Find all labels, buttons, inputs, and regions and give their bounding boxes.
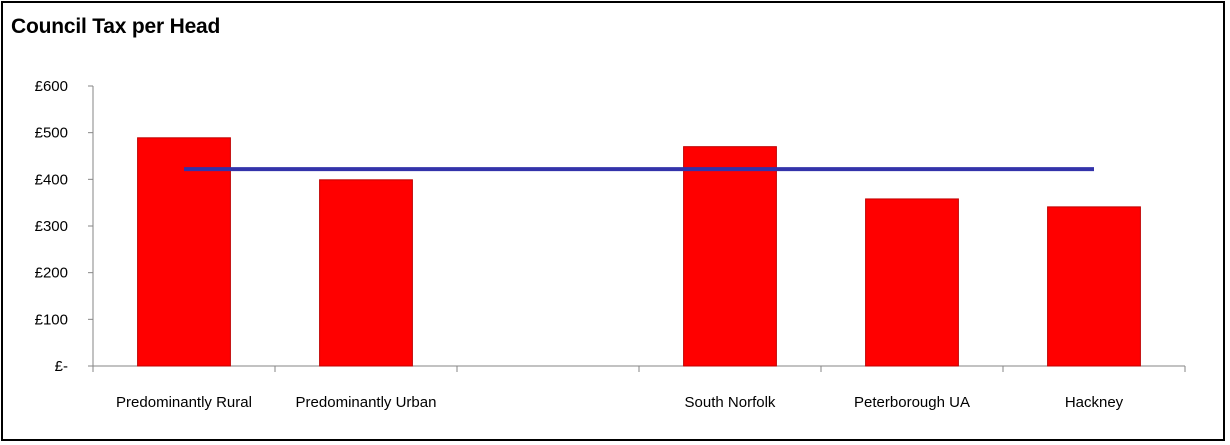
bar	[1047, 206, 1141, 367]
y-tick-label: £200	[35, 265, 68, 282]
bar	[865, 198, 959, 367]
x-tick-label: Predominantly Rural	[116, 394, 252, 411]
y-tick-label: £500	[35, 125, 68, 142]
y-tick-label: £300	[35, 218, 68, 235]
y-tick-label: £100	[35, 311, 68, 328]
bar	[137, 137, 231, 367]
x-tick-label: Predominantly Urban	[296, 394, 437, 411]
chart-title: Council Tax per Head	[11, 15, 221, 38]
bar	[683, 146, 777, 367]
x-tick-label: Peterborough UA	[854, 394, 970, 411]
bar	[319, 179, 413, 367]
y-tick-label: £400	[35, 171, 68, 188]
x-tick-label: Hackney	[1065, 394, 1124, 411]
y-tick-label: £600	[35, 78, 68, 95]
x-tick-label: South Norfolk	[685, 394, 776, 411]
y-tick-label: £-	[55, 358, 68, 375]
